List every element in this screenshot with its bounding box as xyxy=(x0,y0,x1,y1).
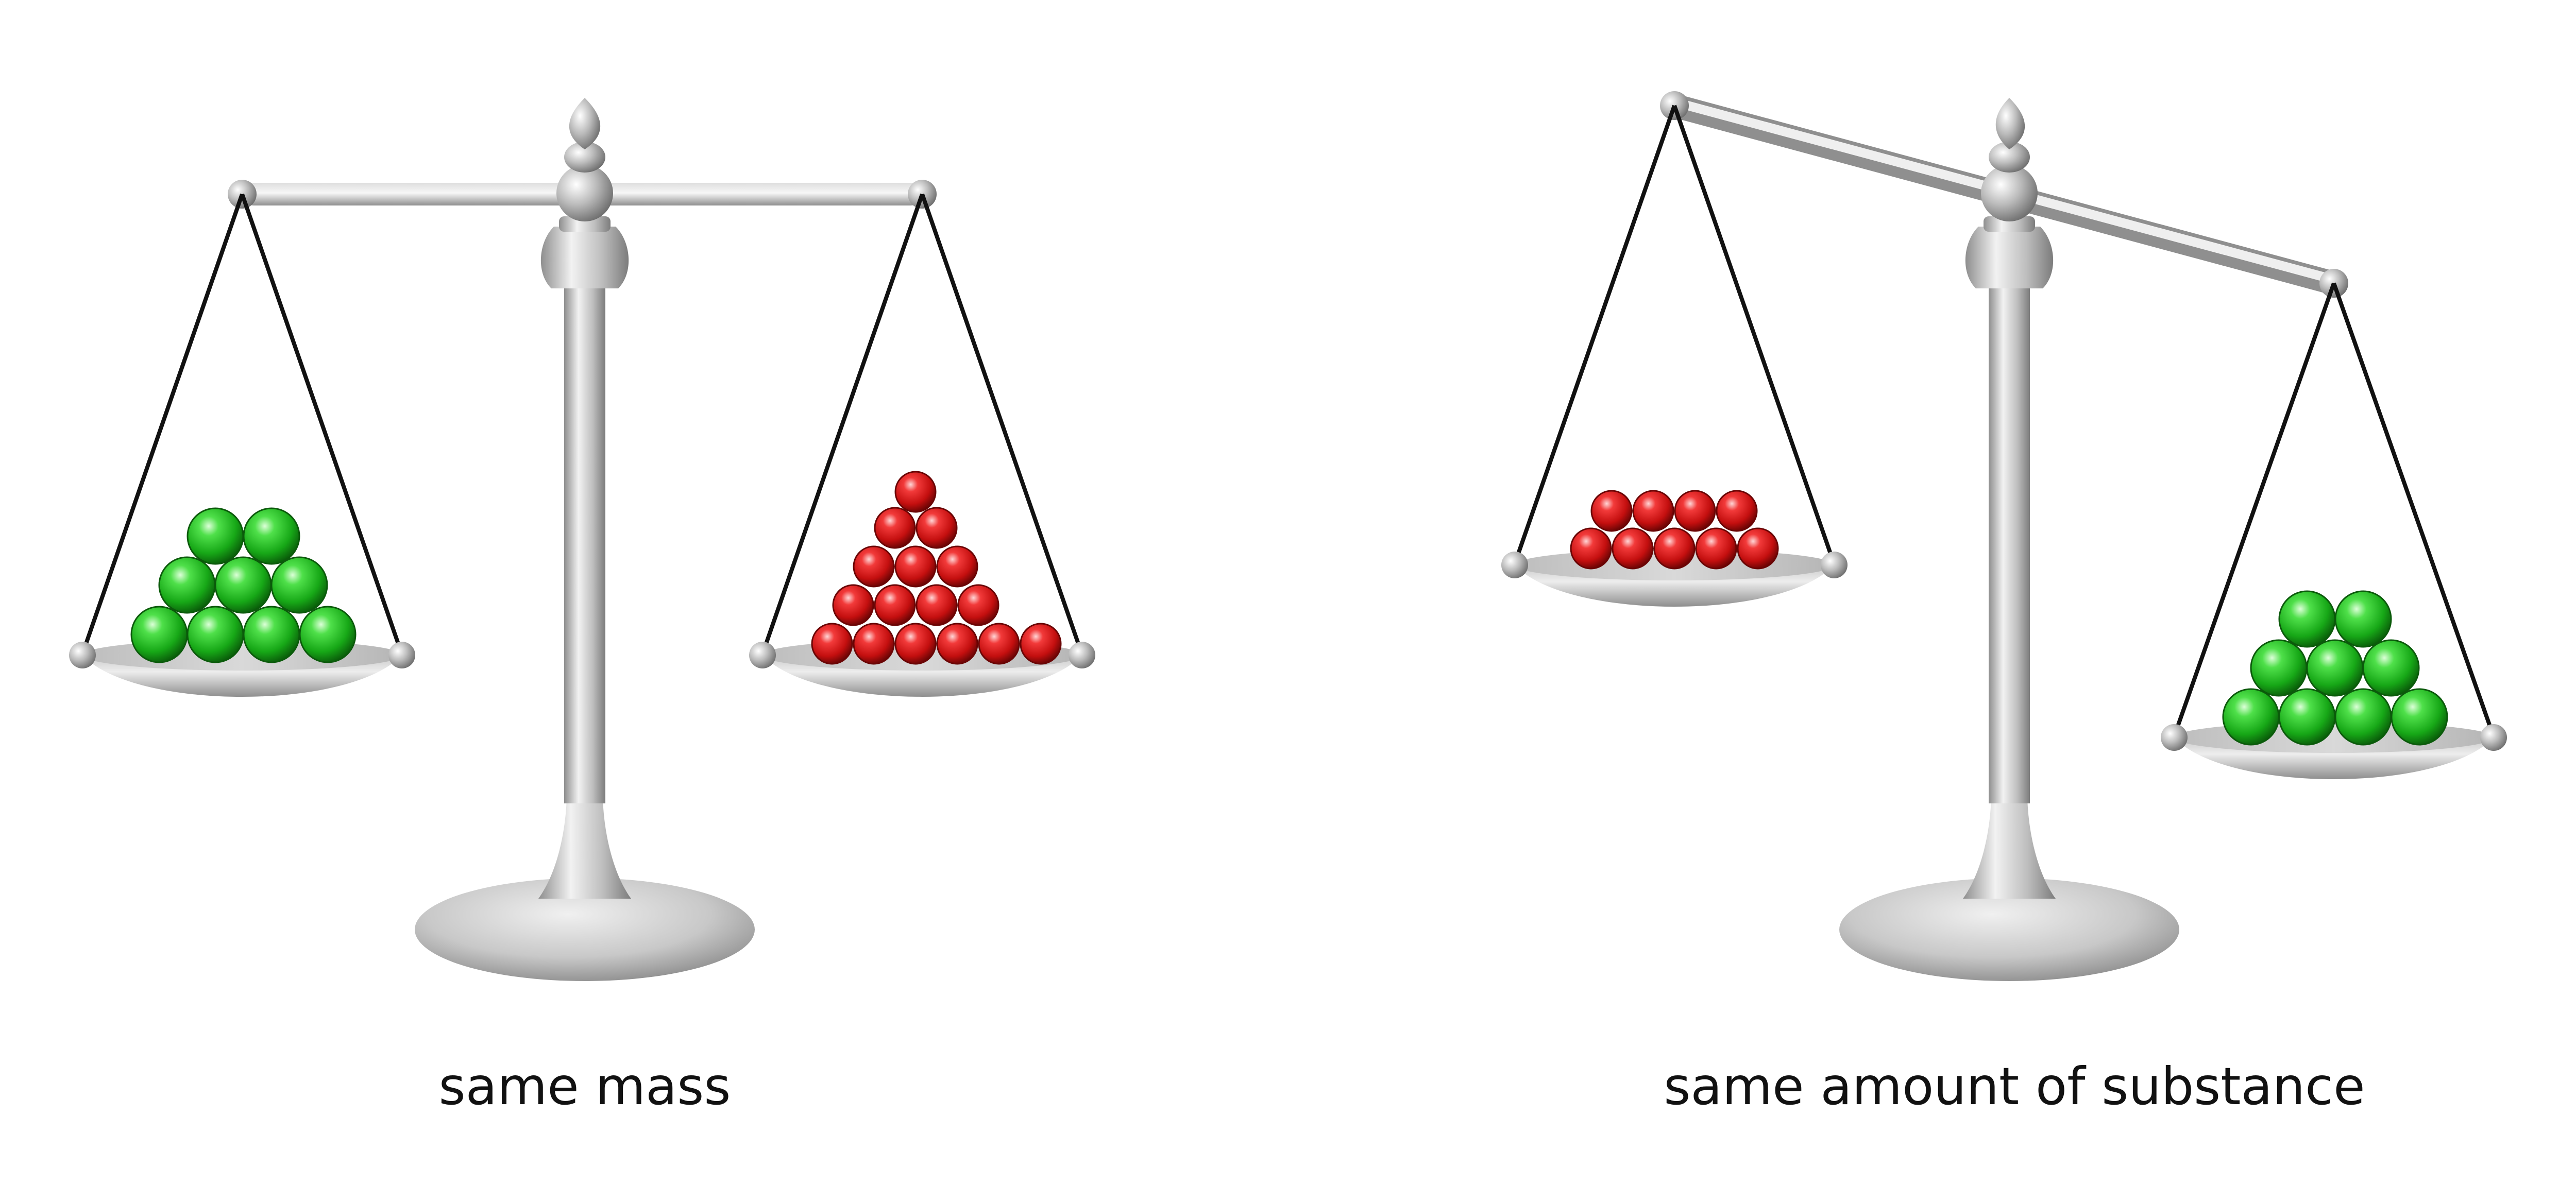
red-ball xyxy=(853,623,895,665)
red-ball xyxy=(1612,527,1654,570)
scale-left-base xyxy=(415,793,755,981)
caption-same-mass: same mass xyxy=(438,1056,731,1117)
green-ball xyxy=(2222,688,2280,746)
red-ball xyxy=(1737,527,1779,570)
red-ball xyxy=(811,623,853,665)
red-ball xyxy=(1695,527,1737,570)
red-ball xyxy=(874,507,916,549)
green-ball xyxy=(214,556,272,614)
scale-right-pole xyxy=(1989,288,2030,803)
green-ball xyxy=(270,556,328,614)
ball-group-red xyxy=(1570,490,1779,570)
red-ball xyxy=(916,507,958,549)
green-ball xyxy=(2334,688,2392,746)
green-ball xyxy=(2391,688,2448,746)
scale-right-pan-right xyxy=(2161,282,2507,779)
red-ball xyxy=(1674,490,1716,532)
red-ball xyxy=(853,545,895,588)
caption-same-amount-of-substance: same amount of substance xyxy=(1664,1056,2365,1117)
green-ball xyxy=(2278,688,2336,746)
green-ball xyxy=(187,507,244,565)
green-ball xyxy=(243,606,300,663)
red-ball xyxy=(957,584,999,626)
red-ball xyxy=(894,623,937,665)
red-ball xyxy=(1653,527,1696,570)
ball-group-red xyxy=(811,471,1062,665)
red-ball xyxy=(936,623,978,665)
red-ball xyxy=(1020,623,1062,665)
scale-left xyxy=(69,98,1095,981)
green-ball xyxy=(243,507,300,565)
green-ball xyxy=(2306,639,2364,697)
red-ball xyxy=(916,584,958,626)
red-ball xyxy=(1570,527,1612,570)
scale-right-pan-left xyxy=(1501,105,1848,607)
scale-left-collar xyxy=(540,216,629,288)
red-ball xyxy=(1716,490,1758,532)
red-ball xyxy=(1632,490,1674,532)
scale-right-base xyxy=(1839,793,2179,981)
ball-group-green xyxy=(130,507,357,663)
red-ball xyxy=(894,471,937,513)
green-ball xyxy=(130,606,188,663)
green-ball xyxy=(2362,639,2420,697)
scale-left-pan-right xyxy=(749,193,1095,697)
red-ball xyxy=(874,584,916,626)
scale-left-finial xyxy=(556,98,613,221)
ball-group-green xyxy=(2222,590,2448,746)
red-ball xyxy=(936,545,978,588)
red-ball xyxy=(894,545,937,588)
scale-right xyxy=(1501,91,2507,981)
green-ball xyxy=(2250,639,2308,697)
scale-right-finial xyxy=(1981,98,2038,221)
red-ball xyxy=(978,623,1020,665)
red-ball xyxy=(832,584,874,626)
green-ball xyxy=(299,606,357,663)
scale-left-pan-left xyxy=(69,193,415,697)
green-ball xyxy=(2278,590,2336,648)
scale-left-pole xyxy=(564,288,605,803)
scale-right-collar xyxy=(1965,216,2054,288)
green-ball xyxy=(158,556,216,614)
green-ball xyxy=(187,606,244,663)
green-ball xyxy=(2334,590,2392,648)
red-ball xyxy=(1590,490,1633,532)
